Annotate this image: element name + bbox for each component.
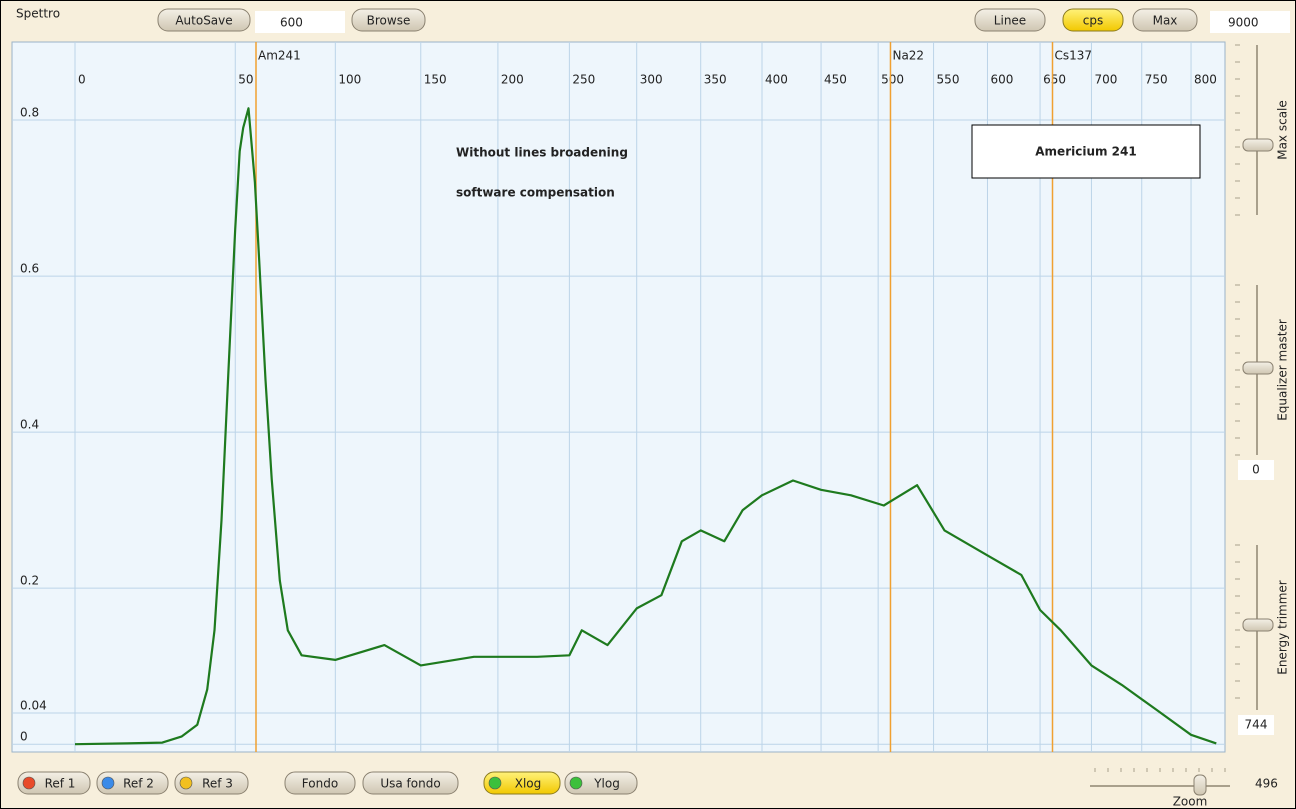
value-label: 0 xyxy=(1252,463,1260,477)
button-label: Ref 1 xyxy=(45,777,76,791)
y-tick-label: 0.6 xyxy=(20,262,39,276)
slider-label: Energy trimmer xyxy=(1276,580,1290,675)
x-tick-label: 650 xyxy=(1043,73,1066,87)
button[interactable] xyxy=(564,771,638,795)
button-label: Max xyxy=(1153,14,1178,28)
y-tick-label: 0.2 xyxy=(20,574,39,588)
y-tick-label: 0 xyxy=(20,730,28,744)
zoom-label: Zoom xyxy=(1173,795,1208,809)
input-field[interactable] xyxy=(255,11,345,33)
y-tick-label: 0.4 xyxy=(20,418,39,432)
input-field[interactable] xyxy=(1210,11,1290,33)
button[interactable] xyxy=(974,8,1046,32)
zoom-value: 496 xyxy=(1255,777,1278,791)
button[interactable] xyxy=(483,771,561,795)
button-label: Fondo xyxy=(302,777,338,791)
spectrum-line xyxy=(74,107,1217,746)
x-tick-label: 300 xyxy=(640,73,663,87)
slider-thumb[interactable] xyxy=(1242,618,1274,632)
button[interactable] xyxy=(157,8,251,32)
button-led xyxy=(569,776,583,790)
x-tick-label: 450 xyxy=(824,73,847,87)
button-label: Linee xyxy=(994,14,1026,28)
button[interactable] xyxy=(1062,8,1124,32)
x-tick-label: 50 xyxy=(238,73,253,87)
slider-thumb[interactable] xyxy=(1242,138,1274,152)
button-label: Ylog xyxy=(593,777,620,791)
button-label: cps xyxy=(1083,14,1103,28)
button[interactable] xyxy=(174,771,249,795)
annotation: Without lines broadening xyxy=(456,146,628,160)
annotation-box xyxy=(971,124,1201,179)
slider-label: Equalizer master xyxy=(1276,319,1290,421)
x-tick-label: 350 xyxy=(704,73,727,87)
button-label: Browse xyxy=(367,14,411,28)
x-tick-label: 550 xyxy=(937,73,960,87)
slider-thumb[interactable] xyxy=(1242,361,1274,375)
value-field xyxy=(1238,460,1274,480)
button[interactable] xyxy=(17,771,91,795)
marker-label: Am241 xyxy=(258,49,301,63)
x-tick-label: 700 xyxy=(1094,73,1117,87)
input-value: 9000 xyxy=(1228,16,1259,30)
button-led xyxy=(179,776,193,790)
value-label: 744 xyxy=(1245,718,1268,732)
button[interactable] xyxy=(1132,8,1198,32)
y-tick-label: 0.04 xyxy=(20,698,47,712)
button-led xyxy=(488,776,502,790)
button[interactable] xyxy=(284,771,356,795)
button-label: AutoSave xyxy=(175,14,232,28)
x-tick-label: 500 xyxy=(881,73,904,87)
annotation-box-label: Americium 241 xyxy=(1035,145,1136,159)
button-led xyxy=(22,776,36,790)
app-title: Spettro xyxy=(16,7,60,21)
button-label: Usa fondo xyxy=(380,777,440,791)
marker-label: Na22 xyxy=(892,49,924,63)
button[interactable] xyxy=(362,771,459,795)
marker-label: Cs137 xyxy=(1055,49,1093,63)
button-label: Xlog xyxy=(515,777,542,791)
y-tick-label: 0.8 xyxy=(20,106,39,120)
x-tick-label: 750 xyxy=(1145,73,1168,87)
button-label: Ref 3 xyxy=(202,777,233,791)
button[interactable] xyxy=(96,771,169,795)
x-tick-label: 250 xyxy=(572,73,595,87)
x-tick-label: 100 xyxy=(338,73,361,87)
annotation: software compensation xyxy=(456,186,615,200)
button-label: Ref 2 xyxy=(123,777,154,791)
zoom-thumb[interactable] xyxy=(1193,774,1207,796)
x-tick-label: 600 xyxy=(990,73,1013,87)
x-tick-label: 200 xyxy=(501,73,524,87)
slider-label: Max scale xyxy=(1276,100,1290,160)
x-tick-label: 0 xyxy=(78,73,86,87)
x-tick-label: 800 xyxy=(1194,73,1217,87)
input-value: 600 xyxy=(280,16,303,30)
x-tick-label: 400 xyxy=(765,73,788,87)
button[interactable] xyxy=(351,8,426,32)
button-led xyxy=(101,776,115,790)
x-tick-label: 150 xyxy=(424,73,447,87)
value-field xyxy=(1238,715,1274,735)
